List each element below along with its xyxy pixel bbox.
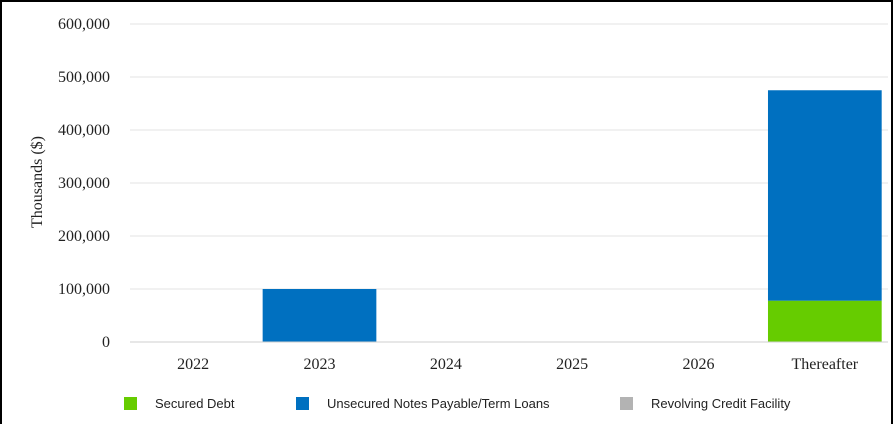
x-tick-label: 2022	[177, 356, 209, 373]
x-tick-label: Thereafter	[792, 356, 859, 373]
y-axis-tick-labels: 0 100,000 200,000 300,000 400,000 500,000 600,…	[58, 16, 110, 351]
x-tick-label: 2026	[683, 356, 715, 373]
x-axis-tick-labels: 2022 2023 2024 2025 2026 Thereafter	[177, 356, 859, 373]
y-tick-label: 500,000	[58, 69, 110, 86]
legend: Secured Debt Unsecured Notes Payable/Ter…	[0, 396, 893, 418]
gridlines	[130, 23, 888, 290]
y-tick-label: 600,000	[58, 16, 110, 33]
x-tick-label: 2024	[430, 356, 462, 373]
legend-item-secured-debt: Secured Debt	[124, 396, 235, 411]
bars	[262, 90, 882, 342]
bar-segment	[262, 289, 377, 342]
y-tick-label: 0	[102, 334, 110, 351]
legend-swatch-secured-debt	[124, 397, 137, 410]
bar-segment	[767, 90, 882, 301]
y-tick-label: 200,000	[58, 228, 110, 245]
legend-swatch-unsecured-notes	[296, 397, 309, 410]
legend-label-unsecured-notes: Unsecured Notes Payable/Term Loans	[327, 396, 550, 411]
y-tick-label: 100,000	[58, 281, 110, 298]
legend-label-revolving-credit: Revolving Credit Facility	[651, 396, 791, 411]
legend-item-unsecured-notes: Unsecured Notes Payable/Term Loans	[296, 396, 550, 411]
y-tick-label: 300,000	[58, 175, 110, 192]
x-tick-label: 2025	[556, 356, 588, 373]
x-tick-label: 2023	[304, 356, 336, 373]
legend-label-secured-debt: Secured Debt	[155, 396, 235, 411]
y-axis-label: Thousands ($)	[29, 136, 46, 228]
y-tick-label: 400,000	[58, 122, 110, 139]
legend-swatch-revolving-credit	[620, 397, 633, 410]
legend-item-revolving-credit: Revolving Credit Facility	[620, 396, 790, 411]
bar-segment	[767, 300, 882, 342]
